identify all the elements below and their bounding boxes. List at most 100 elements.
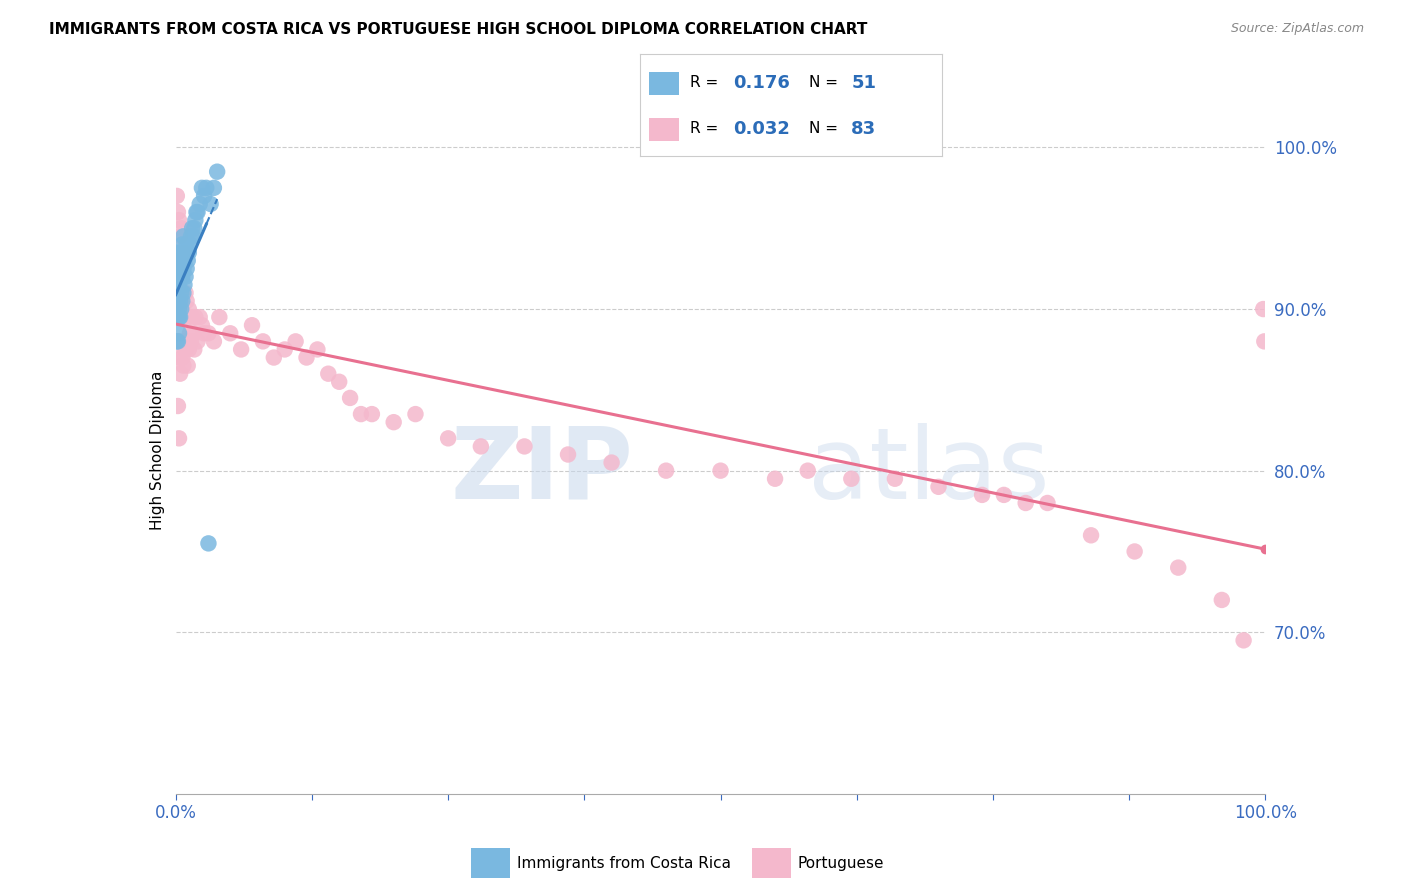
Point [174, 269, 197, 284]
Text: R =: R = [689, 75, 723, 90]
Point [191, 181, 214, 195]
Point [172, 237, 194, 252]
FancyBboxPatch shape [752, 848, 790, 878]
Point [169, 285, 191, 300]
Point [167, 253, 190, 268]
Point [184, 213, 207, 227]
Point [166, 245, 188, 260]
Point [180, 334, 202, 349]
Point [382, 415, 405, 429]
Point [339, 391, 361, 405]
Point [167, 205, 190, 219]
Point [170, 285, 193, 300]
Point [188, 310, 211, 325]
Point [200, 197, 222, 211]
Point [176, 334, 198, 349]
Point [169, 229, 191, 244]
Point [193, 326, 215, 341]
Point [170, 245, 193, 260]
Point [177, 310, 200, 325]
Point [193, 189, 215, 203]
Point [202, 181, 225, 195]
Point [186, 205, 208, 219]
Point [167, 351, 190, 365]
Point [176, 293, 198, 308]
Point [183, 343, 205, 357]
Point [470, 439, 492, 453]
Point [274, 343, 297, 357]
Point [202, 334, 225, 349]
Point [167, 310, 190, 325]
Point [172, 301, 194, 316]
Point [169, 310, 191, 325]
Point [1253, 334, 1275, 349]
Point [167, 431, 190, 445]
Point [186, 334, 209, 349]
Point [655, 464, 678, 478]
Point [307, 343, 329, 357]
Point [884, 472, 907, 486]
Point [167, 326, 190, 341]
Text: N =: N = [808, 121, 842, 136]
Point [172, 261, 194, 276]
Point [177, 245, 200, 260]
Point [318, 367, 340, 381]
Point [167, 269, 190, 284]
Point [181, 229, 204, 244]
Point [1251, 301, 1274, 316]
Point [208, 310, 231, 325]
Point [170, 269, 193, 284]
Point [167, 277, 190, 292]
Point [181, 326, 204, 341]
Point [170, 334, 193, 349]
Point [188, 197, 211, 211]
Point [191, 318, 214, 333]
Y-axis label: High School Diploma: High School Diploma [149, 371, 165, 530]
Point [166, 310, 188, 325]
Point [174, 285, 197, 300]
Point [177, 343, 200, 357]
Point [172, 229, 194, 244]
Point [166, 301, 188, 316]
Text: atlas: atlas [807, 423, 1049, 519]
Point [173, 310, 195, 325]
Point [197, 326, 219, 341]
Point [557, 448, 579, 462]
Point [172, 359, 194, 373]
Point [763, 472, 786, 486]
Point [195, 181, 218, 195]
Point [177, 359, 200, 373]
Point [172, 261, 194, 276]
Text: N =: N = [808, 75, 842, 90]
Point [284, 334, 307, 349]
Point [252, 334, 274, 349]
Text: IMMIGRANTS FROM COSTA RICA VS PORTUGUESE HIGH SCHOOL DIPLOMA CORRELATION CHART: IMMIGRANTS FROM COSTA RICA VS PORTUGUESE… [49, 22, 868, 37]
Point [405, 407, 427, 421]
Point [167, 399, 190, 413]
Point [513, 439, 536, 453]
Point [1080, 528, 1102, 542]
Point [173, 277, 195, 292]
Point [166, 334, 188, 349]
Point [167, 293, 190, 308]
Point [172, 253, 194, 268]
Point [360, 407, 382, 421]
Point [197, 536, 219, 550]
Point [841, 472, 863, 486]
Text: Source: ZipAtlas.com: Source: ZipAtlas.com [1230, 22, 1364, 36]
Point [177, 301, 200, 316]
Point [173, 253, 195, 268]
Point [1167, 560, 1189, 574]
Point [172, 269, 194, 284]
Point [970, 488, 993, 502]
Point [167, 334, 190, 349]
Point [167, 253, 190, 268]
Point [1123, 544, 1146, 558]
Point [166, 261, 188, 276]
Text: ZIP: ZIP [450, 423, 633, 519]
Point [1211, 593, 1233, 607]
Point [205, 164, 228, 178]
Text: 0.032: 0.032 [734, 120, 790, 138]
Point [710, 464, 733, 478]
Point [350, 407, 373, 421]
